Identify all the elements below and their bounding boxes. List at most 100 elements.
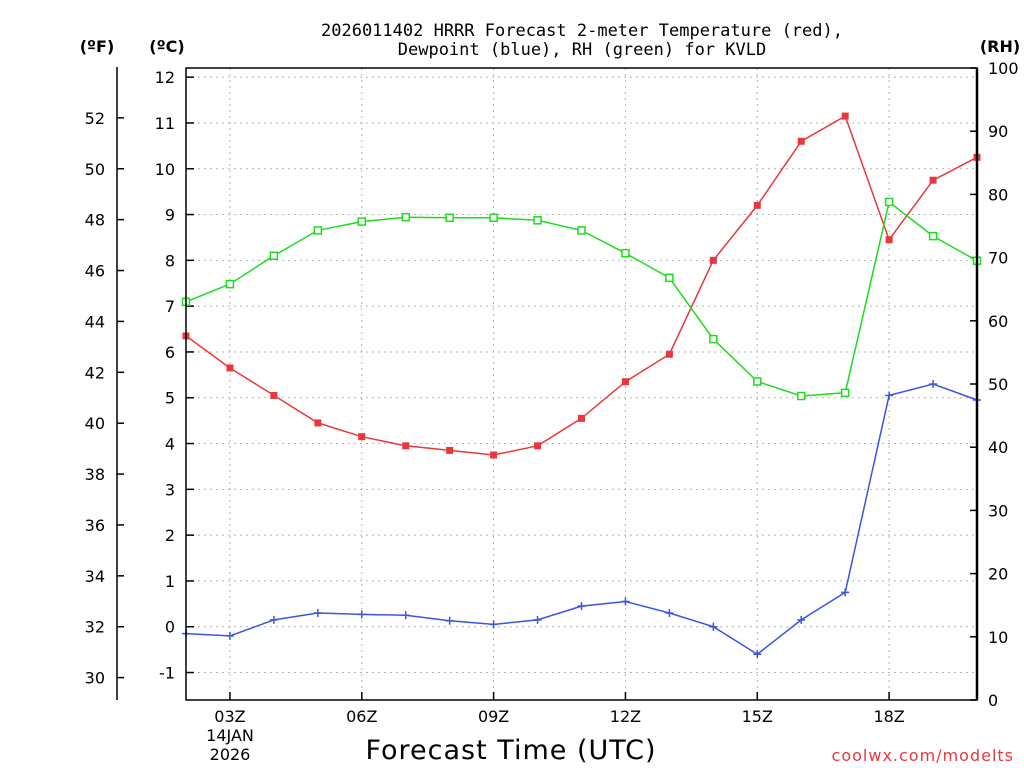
dewpoint-point [357, 610, 366, 619]
fahrenheit-tick-label: 30 [85, 669, 105, 688]
celsius-tick-label: 6 [165, 343, 175, 362]
dewpoint-point [445, 616, 454, 625]
time-tick-label: 15Z [742, 707, 773, 726]
celsius-tick-label: 10 [155, 160, 175, 179]
rh-axis-label: (RH) [980, 37, 1020, 56]
dewpoint-point [753, 650, 762, 659]
temperature-point [490, 451, 498, 459]
fahrenheit-tick-label: 50 [85, 160, 105, 179]
celsius-tick-label: 8 [165, 251, 175, 270]
rh-point [840, 388, 850, 398]
fahrenheit-tick-label: 44 [85, 312, 105, 331]
temperature-point [314, 419, 322, 427]
rh-point [533, 216, 542, 225]
fahrenheit-axis-label: (ºF) [80, 37, 115, 56]
rh-point [884, 197, 894, 207]
temperature-point [797, 137, 805, 145]
celsius-tick-label: 12 [155, 68, 175, 87]
celsius-axis-label: (ºC) [149, 37, 184, 56]
celsius-tick-label: 1 [165, 572, 175, 591]
temperature-point [270, 391, 278, 399]
dewpoint-point [225, 631, 234, 640]
temperature-point [358, 433, 366, 441]
fahrenheit-tick-label: 46 [85, 262, 105, 281]
fahrenheit-tick-label: 38 [85, 465, 105, 484]
time-tick-label: 09Z [478, 707, 509, 726]
dewpoint-point [313, 608, 322, 617]
chart-title-line1: 2026011402 HRRR Forecast 2-meter Tempera… [321, 21, 843, 41]
celsius-tick-label: 11 [155, 114, 175, 133]
rh-tick-label: 100 [988, 59, 1019, 78]
fahrenheit-tick-label: 36 [85, 516, 105, 535]
rh-point [225, 279, 235, 289]
dewpoint-point [841, 588, 850, 597]
time-tick-label: 03Z [214, 707, 245, 726]
dewpoint-point [665, 608, 674, 617]
date-label-day: 14JAN [206, 726, 254, 745]
fahrenheit-tick-label: 42 [85, 363, 105, 382]
temperature-point [709, 256, 717, 264]
dewpoint-point [621, 597, 630, 606]
time-tick-label: 12Z [610, 707, 641, 726]
dewpoint-point [533, 615, 542, 624]
dewpoint-point [577, 602, 586, 611]
dewpoint-point [885, 391, 894, 400]
temperature-point [929, 176, 937, 184]
rh-tick-label: 60 [988, 312, 1008, 331]
temperature-point [885, 236, 893, 244]
rh-tick-label: 0 [988, 691, 998, 710]
rh-tick-label: 50 [988, 375, 1008, 394]
dewpoint-point [929, 380, 938, 388]
temperature-point [621, 378, 629, 386]
rh-point [928, 231, 938, 241]
dewpoint-series [182, 380, 981, 659]
fahrenheit-tick-label: 52 [85, 109, 105, 128]
rh-point [753, 377, 762, 386]
temperature-point [534, 442, 542, 450]
celsius-tick-label: -1 [159, 664, 175, 683]
temperature-point [226, 364, 234, 372]
rh-point [796, 391, 806, 401]
time-ticks: 03Z 06Z 09Z 12Z 15Z 18Z [214, 692, 905, 726]
fahrenheit-tick-label: 40 [85, 414, 105, 433]
dewpoint-point [797, 615, 806, 624]
rh-point [269, 251, 279, 260]
chart-title-line2: Dewpoint (blue), RH (green) for KVLD [398, 40, 766, 60]
dewpoint-point [401, 611, 410, 620]
date-label-year: 2026 [210, 745, 251, 764]
x-axis-title: Forecast Time (UTC) [365, 735, 656, 766]
temperature-point [402, 442, 410, 450]
rh-tick-label: 90 [988, 122, 1008, 141]
rh-point [357, 217, 367, 226]
celsius-tick-label: 3 [165, 480, 175, 499]
rh-point [621, 248, 630, 258]
temperature-point [446, 446, 454, 454]
time-tick-label: 06Z [346, 707, 377, 726]
celsius-tick-label: 9 [165, 206, 175, 225]
fahrenheit-tick-label: 34 [85, 567, 105, 586]
rh-point [489, 213, 498, 223]
rh-point [445, 213, 454, 223]
watermark: coolwx.com/modelts [832, 746, 1014, 765]
dewpoint-point [709, 622, 718, 631]
rh-point [665, 273, 674, 283]
celsius-tick-label: 7 [165, 297, 175, 316]
celsius-tick-label: 4 [165, 435, 175, 454]
rh-tick-label: 80 [988, 185, 1008, 204]
time-tick-label: 18Z [873, 707, 904, 726]
rh-tick-label: 30 [988, 501, 1008, 520]
rh-point [401, 212, 410, 222]
fahrenheit-tick-label: 32 [85, 618, 105, 637]
temperature-point [841, 112, 849, 120]
rh-point [577, 226, 586, 235]
celsius-tick-label: 5 [165, 389, 175, 408]
dewpoint-point [489, 620, 498, 629]
rh-tick-label: 10 [988, 628, 1008, 647]
temperature-point [578, 414, 585, 422]
rh-tick-label: 20 [988, 565, 1008, 584]
temperature-point [753, 201, 761, 209]
celsius-tick-label: 2 [165, 526, 175, 545]
